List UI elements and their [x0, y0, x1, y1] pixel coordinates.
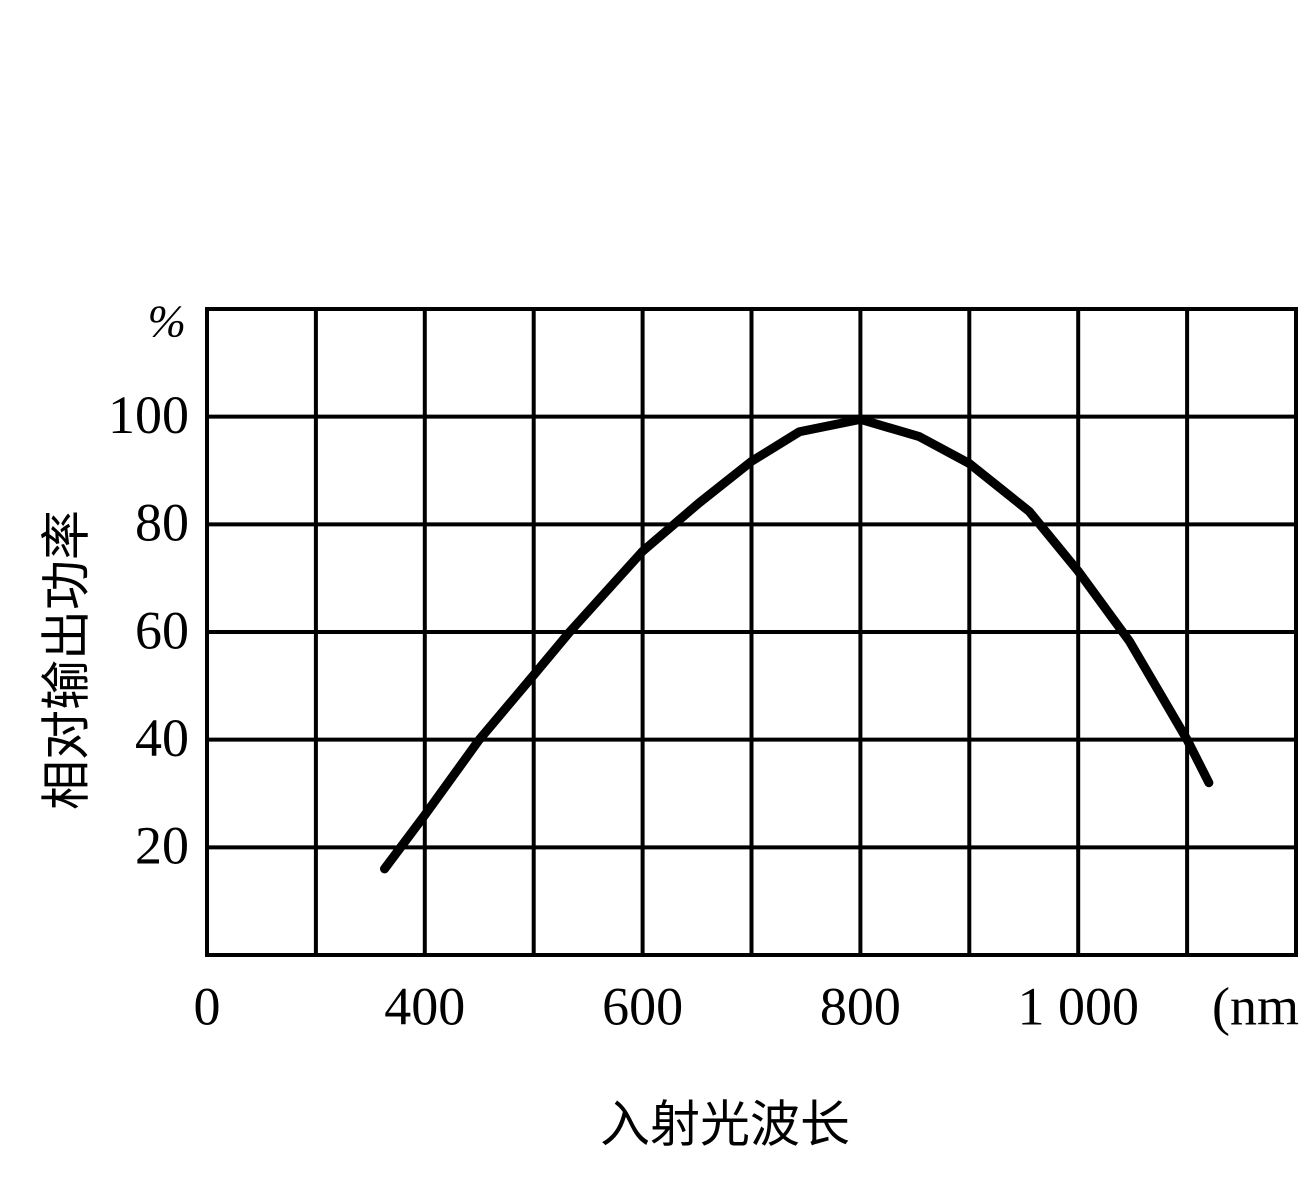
x-tick-label: 400 — [384, 976, 465, 1036]
x-unit: (nm) — [1212, 976, 1299, 1036]
y-axis-label: 相对输出功率 — [38, 510, 96, 810]
line-series — [380, 414, 1214, 874]
y-tick-label: 60 — [135, 600, 189, 660]
y-tick-label: 20 — [135, 816, 189, 876]
y-unit: % — [148, 296, 186, 347]
x-axis-label: 入射光波长 — [600, 1096, 850, 1154]
y-tick-label: 80 — [135, 493, 189, 553]
x-tick-label: 800 — [820, 976, 901, 1036]
x-tick-label: 0 — [194, 976, 221, 1036]
y-tick-label: 40 — [135, 708, 189, 768]
x-tick-label: 600 — [602, 976, 683, 1036]
y-tick-label: 100 — [108, 385, 189, 445]
x-tick-label: 1 000 — [1017, 976, 1139, 1036]
